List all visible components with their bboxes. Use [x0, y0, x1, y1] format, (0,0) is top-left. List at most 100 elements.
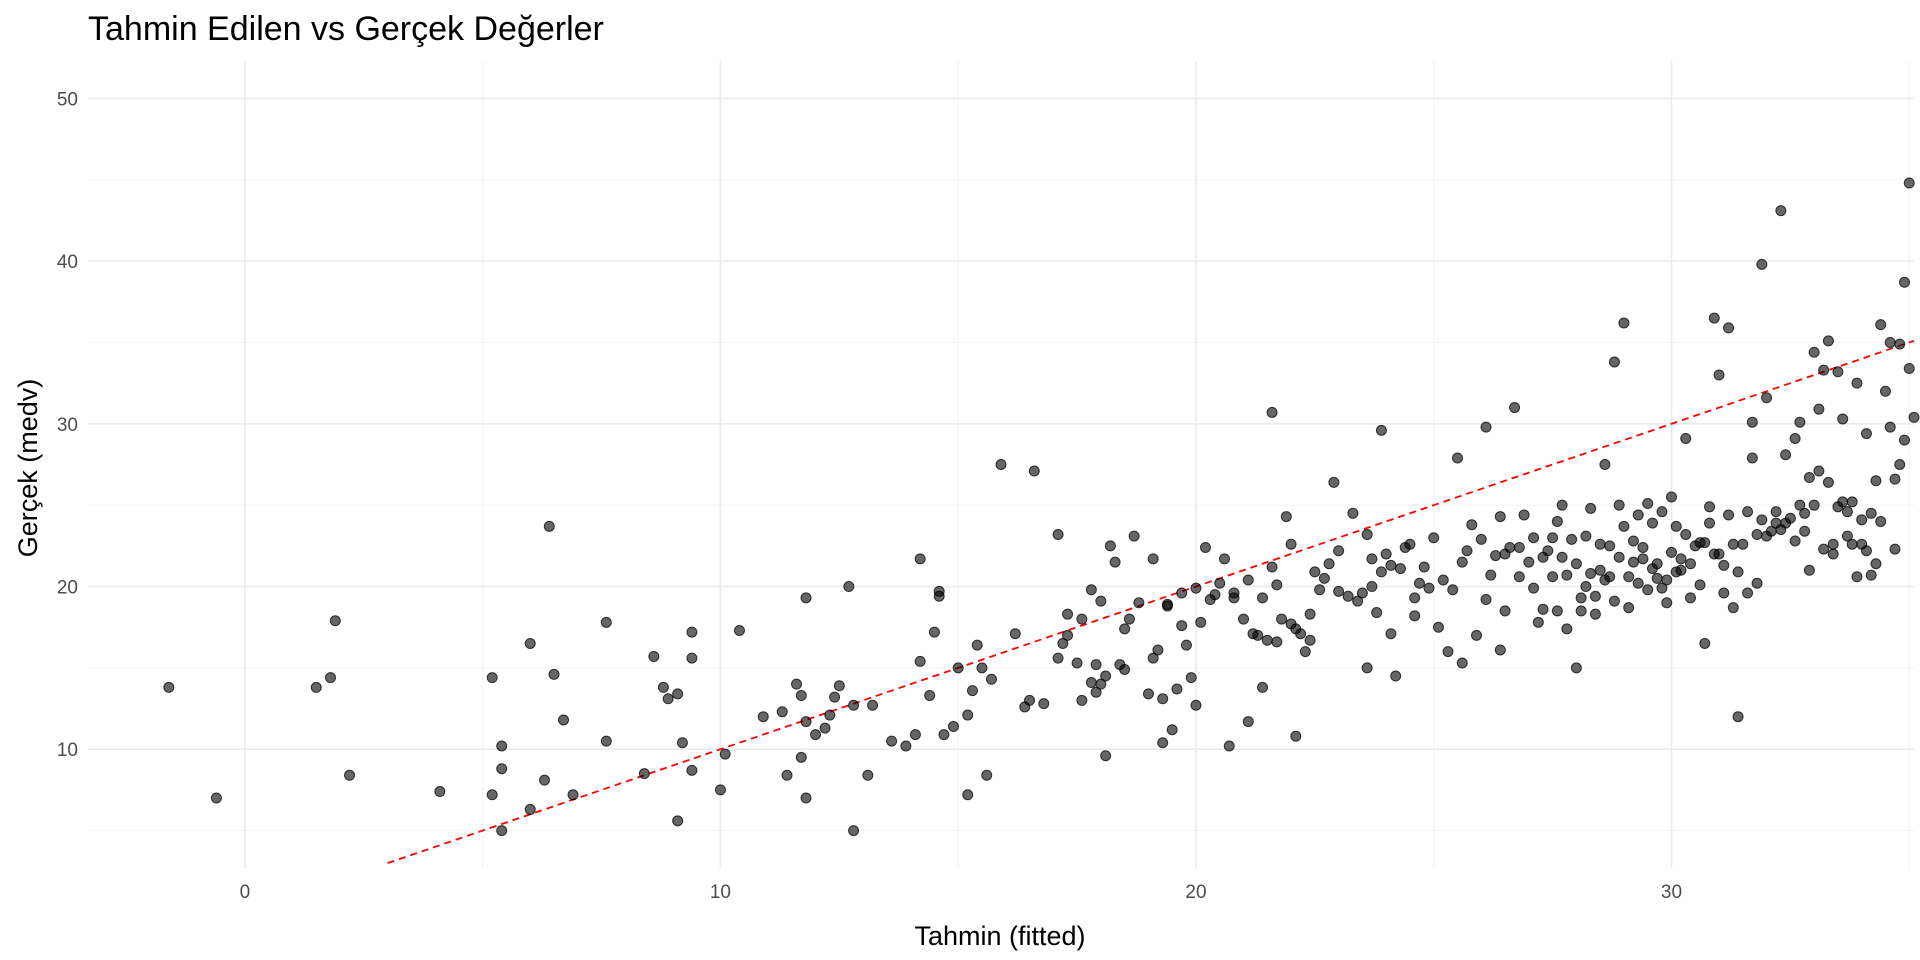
data-point [886, 735, 898, 747]
data-point [791, 678, 803, 690]
data-point [1333, 545, 1345, 557]
x-tick-label: 10 [710, 882, 731, 903]
data-point [1718, 587, 1730, 599]
data-point [1057, 637, 1069, 649]
data-point [1799, 507, 1811, 519]
data-point [1837, 413, 1849, 425]
data-point [1166, 724, 1178, 736]
data-point [1299, 646, 1311, 658]
data-point [325, 672, 337, 684]
data-point [1846, 496, 1858, 508]
data-point [1052, 528, 1064, 540]
data-point [1656, 582, 1668, 594]
data-point [1390, 670, 1402, 682]
data-point [914, 553, 926, 565]
data-point [1485, 569, 1497, 581]
data-point [1280, 511, 1292, 523]
data-point [1808, 499, 1820, 511]
data-point [1680, 528, 1692, 540]
data-point [1409, 592, 1421, 604]
data-point [1152, 644, 1164, 656]
data-point [1119, 623, 1131, 635]
data-point [1366, 553, 1378, 565]
data-point [1361, 662, 1373, 674]
data-point [1461, 545, 1473, 557]
data-point [1860, 428, 1872, 440]
data-point [329, 615, 341, 627]
data-point [1090, 686, 1102, 698]
data-point [1898, 434, 1910, 446]
data-point [1870, 558, 1882, 570]
data-point [1456, 556, 1468, 568]
data-point [1613, 499, 1625, 511]
data-point [1846, 538, 1858, 550]
data-point [1656, 506, 1668, 518]
data-point [1466, 519, 1478, 531]
data-point [1242, 574, 1254, 586]
data-point [1095, 678, 1107, 690]
data-point [1432, 621, 1444, 633]
data-point [496, 825, 508, 837]
data-point [1803, 564, 1815, 576]
data-point [1694, 579, 1706, 591]
data-point [962, 789, 974, 801]
tick-labels: 0 10 20 30 10 20 30 40 50 [57, 89, 1682, 903]
data-point [1257, 681, 1269, 693]
x-tick-label: 30 [1661, 882, 1682, 903]
data-point [1261, 634, 1273, 646]
data-point [1604, 540, 1616, 552]
data-point [1723, 322, 1735, 334]
data-point [1822, 476, 1834, 488]
data-point [1285, 538, 1297, 550]
data-point [1860, 545, 1872, 557]
data-point [1704, 517, 1716, 529]
data-point [543, 520, 555, 532]
data-point [672, 815, 684, 827]
data-point [1675, 553, 1687, 565]
data-point [1794, 499, 1806, 511]
data-point [1827, 538, 1839, 550]
data-point [657, 681, 669, 693]
data-point [1333, 585, 1345, 597]
data-point [1380, 548, 1392, 560]
data-point [1394, 563, 1406, 575]
data-point [1903, 363, 1915, 375]
data-point [1746, 452, 1758, 464]
data-point [1385, 628, 1397, 640]
data-point [638, 768, 650, 780]
data-point [1675, 564, 1687, 576]
data-point [1266, 561, 1278, 573]
data-point [1437, 574, 1449, 586]
data-point [1708, 312, 1720, 324]
data-point [486, 789, 498, 801]
data-point [1661, 574, 1673, 586]
data-point [928, 626, 940, 638]
data-point [1190, 699, 1202, 711]
data-point [1142, 688, 1154, 700]
data-point [781, 769, 793, 781]
identity-reference-line [387, 339, 1915, 864]
data-point [1513, 541, 1525, 553]
data-point [1632, 577, 1644, 589]
data-point [1085, 677, 1097, 689]
data-point [1599, 459, 1611, 470]
data-point [1589, 590, 1601, 602]
data-point [900, 740, 912, 752]
data-point [1604, 571, 1616, 583]
data-point [1190, 582, 1202, 594]
data-point [1119, 664, 1131, 676]
data-point [1613, 551, 1625, 563]
data-point [1894, 459, 1906, 470]
data-point [848, 825, 860, 837]
data-point [1665, 546, 1677, 558]
data-point [1837, 496, 1849, 508]
data-point [1799, 525, 1811, 537]
data-point [1123, 613, 1135, 625]
data-point [1841, 506, 1853, 518]
data-point [496, 740, 508, 752]
data-point [1456, 657, 1468, 669]
y-tick-label: 50 [57, 89, 78, 110]
data-point [567, 789, 579, 801]
data-point [1157, 693, 1169, 705]
data-point [1271, 636, 1283, 648]
